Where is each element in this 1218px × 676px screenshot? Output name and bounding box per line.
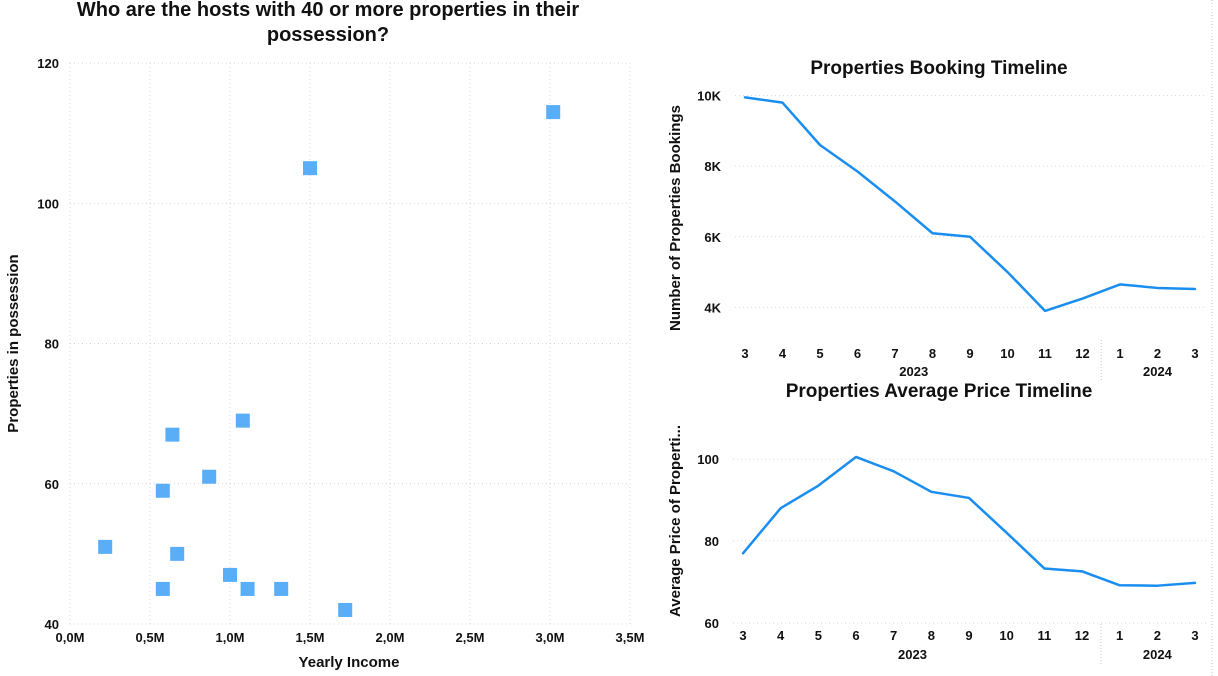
price-x-tick-label: 5 [815,628,822,643]
price-year-label: 2024 [1143,647,1173,662]
bookings-series-line [743,96,1197,313]
price-chart-title: Properties Average Price Timeline [785,381,1093,402]
scatter-x-tick-label: 2,5M [456,630,485,645]
bookings-y-tick-label: 8K [704,159,721,174]
bookings-x-tick-label: 11 [1038,346,1052,361]
price-x-tick-label: 12 [1075,628,1089,643]
price-x-tick-label: 10 [999,628,1013,643]
bookings-x-tick-label: 1 [1116,346,1123,361]
price-series-line [741,455,1197,587]
price-y-tick-label: 60 [705,616,719,631]
scatter-point [98,539,113,554]
scatter-x-tick-label: 3,5M [616,630,645,645]
scatter-y-tick-label: 120 [37,56,59,71]
scatter-point [202,469,217,484]
price-year-label: 2023 [898,647,927,662]
bookings-x-tick-label: 8 [929,346,936,361]
scatter-x-tick-label: 2,0M [376,630,405,645]
price-y-tick-label: 100 [697,452,719,467]
bookings-x-tick-label: 10 [1000,346,1014,361]
bookings-x-tick-label: 6 [854,346,861,361]
bookings-y-axis-title: Number of Properties Bookings [667,105,684,331]
scatter-point [165,427,180,442]
scatter-x-tick-label: 1,5M [296,630,325,645]
scatter-point [155,483,170,498]
bookings-year-label: 2024 [1143,364,1173,379]
bookings-y-tick-label: 6K [704,230,721,245]
scatter-point [223,567,237,582]
scatter-point [338,602,353,617]
scatter-point [235,413,250,428]
bookings-x-tick-label: 12 [1075,346,1089,361]
scatter-point [303,161,317,176]
scatter-x-tick-label: 0,5M [136,630,165,645]
price-x-tick-label: 1 [1116,628,1123,643]
price-x-tick-label: 2 [1154,628,1161,643]
price-y-tick-label: 80 [705,534,719,549]
scatter-y-tick-label: 60 [45,477,59,492]
price-x-tick-label: 3 [1191,628,1198,643]
scatter-point [546,105,561,120]
price-x-tick-label: 9 [965,628,972,643]
scatter-x-tick-label: 0,0M [56,630,85,645]
price-x-tick-label: 7 [890,628,897,643]
scatter-x-tick-label: 3,0M [536,630,565,645]
scatter-y-tick-label: 80 [45,337,59,352]
bookings-x-tick-label: 2 [1154,346,1161,361]
scatter-chart-title: Who are the hosts with 40 or more proper… [76,0,580,46]
scatter-point [240,581,255,596]
bookings-x-tick-label: 5 [816,346,823,361]
bookings-year-label: 2023 [899,364,928,379]
bookings-x-tick-label: 4 [779,346,787,361]
scatter-y-tick-label: 40 [45,617,59,632]
price-x-tick-label: 8 [928,628,935,643]
scatter-point [155,581,170,596]
price-x-tick-label: 4 [777,628,785,643]
scatter-chart: 0,0M 0,5M 1,0M 1,5M 2,0M 2,5M 3,0M 3,5M 40 60 80 10… [5,56,644,671]
bookings-y-tick-label: 10K [697,89,721,104]
price-x-tick-label: 11 [1037,628,1051,643]
scatter-x-tick-label: 1,0M [216,630,245,645]
scatter-point [170,546,185,561]
scatter-x-axis-title: Yearly Income [299,654,400,671]
price-y-axis-title: Average Price of Properti... [667,425,684,617]
scatter-y-axis-title: Properties in possession [5,254,22,432]
bookings-y-tick-label: 4K [704,300,721,315]
bookings-x-tick-label: 7 [891,346,898,361]
price-x-tick-label: 3 [739,628,746,643]
bookings-x-tick-label: 3 [741,346,748,361]
scatter-y-tick-label: 100 [37,196,59,211]
price-x-tick-label: 6 [852,628,859,643]
bookings-x-tick-label: 9 [966,346,973,361]
bookings-chart-title: Properties Booking Timeline [810,58,1068,79]
bookings-x-tick-label: 3 [1191,346,1198,361]
scatter-point [274,581,289,596]
